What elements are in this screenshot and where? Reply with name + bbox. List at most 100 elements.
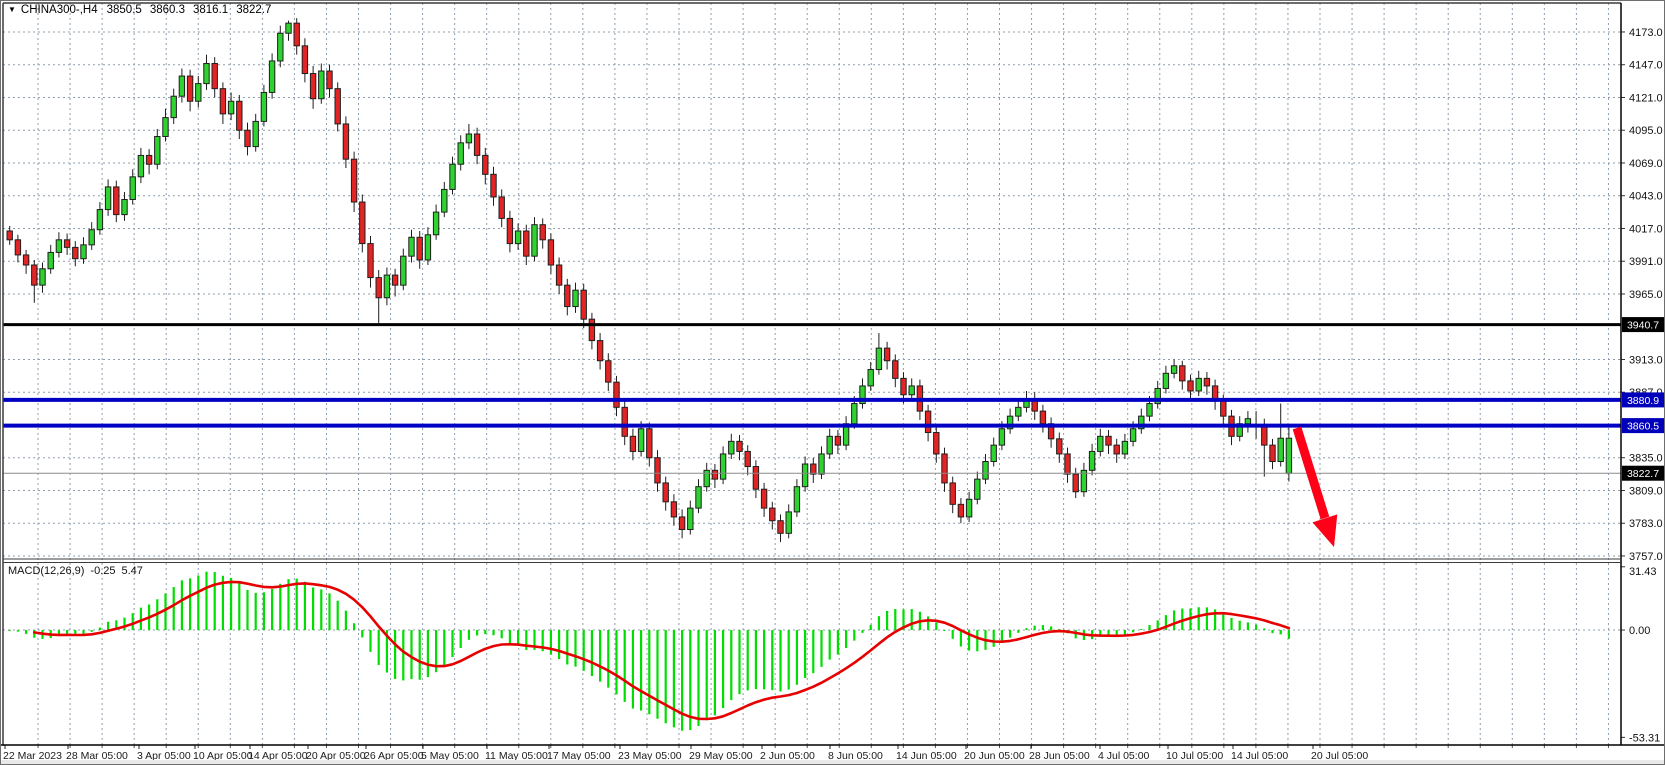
ohlc-high: 3860.3 [149, 4, 185, 16]
candle-bull [1162, 372, 1170, 389]
candle-bear [211, 62, 218, 90]
date-tick-label: 5 May 05:00 [421, 750, 479, 762]
macd-tick-label: 0.00 [1629, 625, 1650, 637]
candle-bear [769, 507, 776, 522]
macd-histogram-bar [1246, 622, 1249, 631]
macd-histogram-bar [394, 630, 397, 679]
macd-histogram-bar [689, 630, 692, 730]
macd-histogram-bar [1205, 607, 1208, 631]
candle-bull [875, 347, 883, 371]
candle-bear [564, 284, 571, 308]
macd-histogram-bar [1017, 630, 1020, 633]
macd-histogram-bar [754, 630, 757, 690]
macd-histogram-bar [590, 630, 593, 677]
ohlc-low: 3816.1 [193, 4, 229, 16]
macd-histogram-bar [1140, 629, 1143, 631]
candle-bear [342, 123, 350, 160]
macd-histogram-bar [492, 630, 495, 636]
candle-bull [998, 428, 1006, 446]
candle-bear [605, 360, 612, 383]
macd-histogram-bar [1263, 628, 1266, 631]
macd-histogram-bar [599, 630, 602, 682]
candle-bull [908, 385, 915, 396]
macd-histogram-bar [664, 630, 667, 724]
macd-histogram-bar [221, 575, 224, 631]
candle-bull [441, 188, 448, 213]
hline-layer[interactable] [3, 323, 1621, 474]
macd-histogram-bar [131, 613, 134, 631]
macd-histogram-bar [90, 630, 93, 632]
candle-bear [900, 377, 907, 396]
macd-histogram-bar [886, 610, 889, 631]
candle-bear [334, 88, 341, 125]
ohlc-close: 3822.7 [236, 4, 272, 16]
macd-histogram-bar [787, 630, 790, 690]
price-tag: 3860.5 [1622, 418, 1664, 434]
candle-bull [826, 435, 833, 455]
macd-histogram-bar [533, 630, 536, 650]
candle-bull [1121, 440, 1129, 455]
macd-histogram-bar [435, 630, 438, 673]
candle-bear [367, 243, 374, 279]
candle-bear [810, 463, 817, 475]
candle-bear [416, 236, 423, 261]
candle-bear [145, 154, 153, 165]
candle-bull [1277, 437, 1284, 463]
candle-bull [1088, 450, 1096, 471]
date-tick-label: 17 May 05:00 [547, 750, 611, 762]
macd-histogram-bar [443, 630, 446, 666]
candle-bear [391, 274, 399, 286]
date-tick-label: 2 Jun 05:00 [760, 750, 815, 762]
macd-histogram-bar [853, 630, 856, 641]
down-arrow-head[interactable] [1312, 514, 1338, 547]
price-tag: 3880.9 [1622, 392, 1664, 408]
candle-bear [1261, 424, 1268, 446]
macd-histogram-bar [1107, 630, 1110, 636]
candle-layer[interactable] [6, 18, 1293, 543]
candle-bear [498, 196, 505, 219]
macd-histogram-bar [541, 630, 544, 652]
candle-bear [14, 239, 22, 256]
macd-histogram-bar [902, 609, 905, 631]
candle-bull [1244, 418, 1252, 425]
candle-bear [760, 488, 768, 509]
macd-histogram-bar [517, 630, 520, 646]
macd-histogram-bar [279, 583, 282, 631]
macd-histogram-bar [631, 630, 634, 709]
macd-histogram-bar [1173, 610, 1176, 631]
candle-bull [703, 469, 710, 488]
macd-histogram-bar [968, 630, 971, 651]
macd-histogram-bar [779, 630, 782, 692]
price-tick-label: 3913.0 [1629, 354, 1663, 366]
date-tick-label: 14 Jul 05:00 [1231, 750, 1288, 762]
macd-histogram-bar [820, 630, 823, 667]
macd-histogram-bar [894, 608, 897, 631]
macd-histogram-bar [66, 630, 69, 636]
date-tick-label: 14 Jun 05:00 [896, 750, 957, 762]
macd-signal-value: 5.47 [121, 565, 143, 577]
candle-bear [113, 186, 120, 216]
candle-bear [654, 457, 661, 484]
price-tick-label: 4173.0 [1629, 27, 1663, 39]
down-arrow-shaft[interactable] [1292, 426, 1330, 520]
symbol-dropdown-icon[interactable]: ▼ [8, 5, 16, 14]
annotation-layer[interactable] [1292, 426, 1338, 547]
macd-histogram-bar [1058, 629, 1061, 631]
candle-bear [621, 406, 628, 437]
candle-bear [350, 158, 358, 203]
candle-bear [1039, 410, 1047, 425]
candle-bull [178, 75, 186, 97]
macd-histogram-bar [1009, 630, 1012, 638]
candle-bull [424, 234, 432, 261]
macd-histogram-bar [795, 630, 798, 685]
candle-bull [990, 444, 997, 463]
candle-bull [514, 230, 522, 245]
candle-bull [227, 100, 235, 115]
macd-histogram-bar [730, 630, 733, 701]
candle-bull [432, 211, 440, 236]
candle-bear [596, 340, 604, 362]
price-tick-label: 3783.0 [1629, 518, 1663, 530]
candle-bear [662, 482, 669, 503]
